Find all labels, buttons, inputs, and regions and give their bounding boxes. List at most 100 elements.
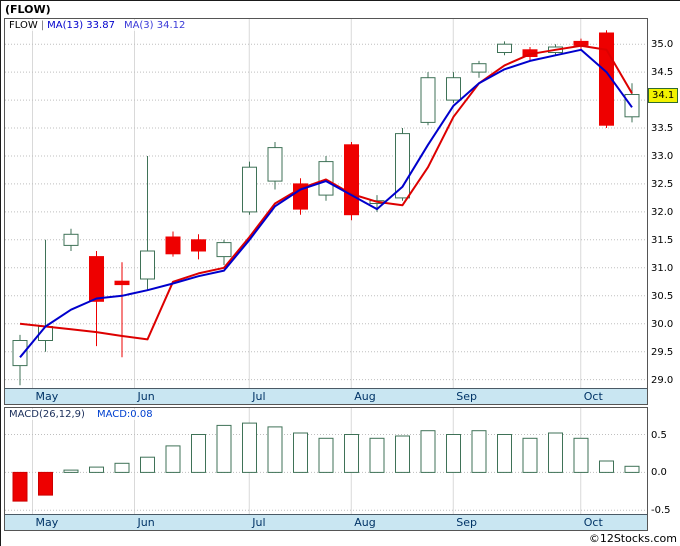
ma3-legend: MA(3) 34.12 <box>124 20 185 31</box>
macd-bar-positive <box>114 462 130 473</box>
candle-body <box>573 40 589 46</box>
macd-axis-label: -0.5 <box>651 505 671 517</box>
macd-bar-positive <box>395 435 410 473</box>
month-label: May <box>35 516 59 529</box>
month-label: Aug <box>354 516 376 529</box>
macd-chart-canvas <box>5 408 647 514</box>
candle-up <box>624 83 640 123</box>
price-axis-label: 31.0 <box>651 262 674 274</box>
candle-body <box>420 77 436 123</box>
macd-bar-positive <box>599 460 614 473</box>
macd-bar-positive <box>165 445 181 473</box>
month-label: May <box>35 390 59 403</box>
candle-body <box>318 161 334 196</box>
macd-bar-positive <box>548 432 563 473</box>
macd-name-label: MACD(26,12,9) <box>9 409 85 420</box>
month-label: Oct <box>583 516 603 529</box>
macd-bar-positive <box>420 430 436 473</box>
candle-up <box>216 239 232 265</box>
candle-up <box>471 60 487 78</box>
candle-body <box>165 236 181 255</box>
macd-bar-positive <box>89 466 104 473</box>
price-axis-label: 31.5 <box>651 234 674 246</box>
candle-down <box>191 234 206 260</box>
macd-bar-positive <box>63 469 79 473</box>
candle-body <box>216 242 232 258</box>
candle-up <box>63 228 79 251</box>
price-chart-canvas <box>5 19 647 388</box>
month-label: Jul <box>252 390 266 403</box>
month-label: Sep <box>456 516 477 529</box>
candle-up <box>497 41 512 56</box>
price-axis-label: 35.0 <box>651 39 674 51</box>
price-axis-label: 33.5 <box>651 123 674 134</box>
macd-axis-label: 0.5 <box>651 429 667 441</box>
month-label: Aug <box>354 390 376 403</box>
candle-up <box>267 142 283 190</box>
macd-bar-negative <box>12 471 28 502</box>
macd-bar-positive <box>624 465 640 473</box>
month-label: Jun <box>137 390 155 403</box>
macd-bar-positive <box>293 432 308 473</box>
ma3-line <box>19 44 633 341</box>
candle-body <box>89 256 104 302</box>
candle-body <box>191 239 206 252</box>
page-title: (FLOW) <box>5 3 51 16</box>
macd-bar-positive <box>191 434 206 473</box>
macd-legend: MACD(26,12,9) MACD:0.08 <box>9 409 153 420</box>
candle-body <box>12 340 28 367</box>
candle-body <box>63 233 79 246</box>
macd-bar-positive <box>242 422 257 473</box>
ma13-label: MA(13) <box>47 20 84 31</box>
ma13-legend: MA(13) 33.87 <box>47 20 115 31</box>
candle-up <box>12 334 28 386</box>
macd-bar-positive <box>318 437 334 473</box>
ma3-value: 34.12 <box>156 20 186 31</box>
candle-body <box>446 77 461 101</box>
macd-bar-positive <box>369 437 385 473</box>
candle-up <box>420 72 436 126</box>
price-axis-label: 29.0 <box>651 374 674 386</box>
ma13-value: 33.87 <box>86 20 115 31</box>
candle-body <box>267 147 283 182</box>
symbol-label: FLOW <box>9 20 38 31</box>
price-axis-label: 32.5 <box>651 178 674 190</box>
macd-axis: 0.5 0.0 -0.5 <box>651 408 680 530</box>
month-axis-band: May Jun Jul Aug Sep Oct <box>5 388 647 404</box>
price-axis-label: 33.0 <box>651 151 674 162</box>
macd-month-axis-band: May Jun Jul Aug Sep Oct <box>5 514 647 530</box>
price-axis-label: 34.5 <box>651 67 674 79</box>
candle-body <box>140 250 155 280</box>
macd-bar-positive <box>522 437 538 473</box>
month-label: Jun <box>137 516 155 529</box>
legend-separator: | <box>40 20 45 31</box>
macd-bar-positive <box>140 456 155 473</box>
macd-bar-negative <box>38 471 53 496</box>
macd-bar-positive <box>267 426 283 473</box>
month-label: Jul <box>252 516 266 529</box>
month-label: Oct <box>583 390 603 403</box>
price-axis-label: 30.0 <box>651 318 674 330</box>
macd-bar-positive <box>573 437 589 473</box>
candle-down <box>344 142 359 221</box>
candle-down <box>165 231 181 257</box>
macd-bar-positive <box>344 434 359 473</box>
candle-body <box>242 166 257 213</box>
price-axis: 35.0 34.5 33.5 33.0 32.5 32.0 31.5 31.0 30.5 30.0… <box>651 19 680 405</box>
macd-bar-positive <box>471 430 487 473</box>
candle-body <box>471 63 487 73</box>
month-label: Sep <box>456 390 477 403</box>
price-axis-label: 30.5 <box>651 290 674 302</box>
candle-up <box>242 161 257 215</box>
ma3-label: MA(3) <box>123 20 154 31</box>
macd-axis-label: 0.0 <box>651 467 667 479</box>
macd-panel: MACD(26,12,9) MACD:0.08 May Jun Jul Aug Sep Oc… <box>4 407 648 531</box>
candle-body <box>497 43 512 54</box>
candle-body <box>395 133 410 199</box>
price-axis-label: 32.0 <box>651 206 674 218</box>
candle-body <box>344 144 359 216</box>
candle-down <box>293 178 308 215</box>
price-chart-legend: FLOW | MA(13) 33.87 MA(3) 34.12 <box>9 20 186 31</box>
last-price-tag: 34.1 <box>648 87 679 103</box>
